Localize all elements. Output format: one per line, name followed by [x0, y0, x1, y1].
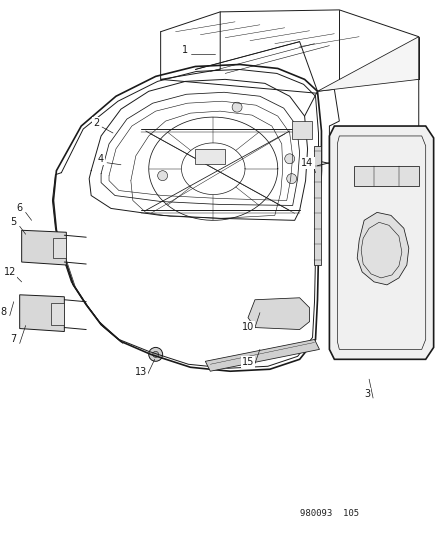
Polygon shape [205, 340, 319, 371]
Polygon shape [51, 303, 64, 325]
Polygon shape [353, 166, 418, 185]
Polygon shape [195, 149, 225, 164]
Polygon shape [313, 146, 321, 265]
Circle shape [32, 304, 51, 324]
Circle shape [232, 102, 241, 112]
Text: 13: 13 [134, 367, 147, 377]
Text: 10: 10 [241, 321, 254, 332]
Circle shape [33, 238, 53, 258]
Text: 12: 12 [4, 267, 16, 277]
Circle shape [36, 309, 46, 319]
Text: 5: 5 [11, 217, 17, 228]
Text: 7: 7 [11, 335, 17, 344]
Circle shape [418, 346, 427, 357]
Text: 980093  105: 980093 105 [299, 509, 358, 518]
Circle shape [39, 243, 48, 253]
Polygon shape [21, 230, 66, 265]
Circle shape [376, 191, 390, 205]
Circle shape [157, 171, 167, 181]
Polygon shape [317, 37, 418, 91]
Text: 3: 3 [363, 389, 369, 399]
Circle shape [286, 174, 296, 183]
Circle shape [418, 129, 427, 139]
Text: 1: 1 [182, 45, 188, 54]
Text: 14: 14 [301, 158, 313, 168]
Text: 15: 15 [241, 357, 254, 367]
Circle shape [53, 242, 65, 254]
Circle shape [152, 351, 158, 357]
Circle shape [284, 154, 294, 164]
Text: 2: 2 [93, 118, 99, 128]
Polygon shape [247, 298, 309, 329]
Polygon shape [53, 238, 66, 258]
Polygon shape [328, 126, 433, 359]
Polygon shape [291, 121, 311, 139]
Text: 4: 4 [98, 154, 104, 164]
Text: 6: 6 [17, 204, 23, 213]
Circle shape [51, 308, 63, 320]
Ellipse shape [272, 306, 297, 321]
Polygon shape [20, 295, 64, 332]
Circle shape [332, 129, 342, 139]
Polygon shape [357, 212, 408, 285]
Text: 8: 8 [1, 306, 7, 317]
Circle shape [148, 348, 162, 361]
